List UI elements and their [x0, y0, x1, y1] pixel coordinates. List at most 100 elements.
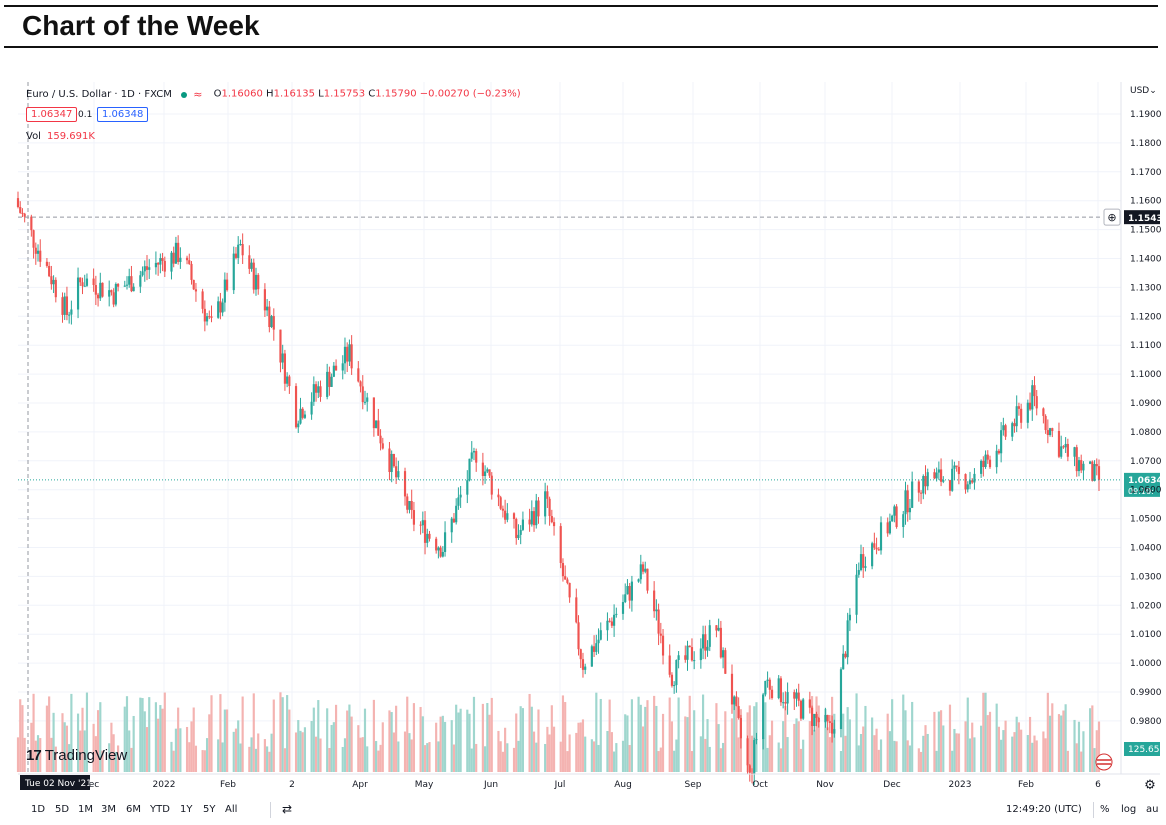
volume-bar	[848, 719, 851, 772]
volume-bar	[1026, 735, 1029, 772]
candle-body	[157, 262, 160, 265]
candle-body	[412, 510, 416, 525]
candle-body	[521, 519, 524, 530]
candle-body	[239, 244, 242, 246]
candle-body	[593, 646, 596, 652]
price-tick-label: 1.1700	[1130, 168, 1162, 178]
candle-body	[372, 397, 375, 429]
volume-bar	[877, 749, 880, 772]
range-1y-button[interactable]: 1Y	[180, 804, 193, 815]
volume-bar	[437, 741, 440, 772]
range-6m-button[interactable]: 6M	[126, 804, 141, 815]
candle-body	[515, 518, 518, 539]
watermark-text: TradingView	[44, 747, 128, 764]
candle-body	[174, 242, 178, 264]
auto-scale-button[interactable]: au	[1146, 804, 1159, 815]
currency-label: USD	[1130, 86, 1150, 96]
last-price-tag	[1124, 472, 1160, 497]
volume-bar	[1051, 703, 1054, 772]
candle-body	[223, 279, 226, 303]
candle-body	[766, 679, 769, 681]
candle-body	[655, 609, 658, 612]
volume-bar	[657, 751, 660, 772]
volume-bar	[472, 696, 476, 772]
volume-bar	[844, 735, 847, 772]
range-1m-button[interactable]: 1M	[78, 804, 93, 815]
candle-body	[408, 501, 411, 510]
candle-body	[188, 260, 191, 264]
range-ytd-button[interactable]: YTD	[150, 804, 170, 815]
range-all-button[interactable]: All	[225, 804, 238, 815]
candle-body	[437, 547, 440, 551]
candle-body	[862, 554, 865, 568]
candle-body	[581, 659, 585, 670]
countdown-label: 09:10:	[1128, 487, 1154, 496]
volume-bar	[379, 744, 382, 772]
candle-body	[782, 702, 785, 704]
volume-bar	[377, 750, 380, 772]
candle-body	[739, 717, 742, 739]
volume-bar	[1011, 736, 1014, 772]
range-3m-button[interactable]: 3M	[101, 804, 116, 815]
volume-bar	[223, 709, 226, 772]
percent-scale-button[interactable]: %	[1100, 804, 1110, 815]
candle-body	[185, 257, 189, 261]
time-tick-label: Dec	[883, 780, 900, 790]
candle-body	[935, 472, 938, 479]
log-scale-button[interactable]: log	[1121, 804, 1137, 815]
candle-body	[281, 353, 284, 363]
volume-bar	[686, 717, 689, 772]
candle-body	[1013, 423, 1016, 427]
price-tick-label: 1.1400	[1130, 255, 1162, 265]
volume-bar	[85, 692, 89, 772]
candle-body	[63, 296, 66, 315]
volume-bar	[79, 730, 82, 772]
candle-body	[779, 678, 783, 703]
candle-body	[532, 511, 536, 526]
range-5d-button[interactable]: 5D	[55, 804, 70, 815]
buy-price-button[interactable]: 1.06348	[97, 107, 149, 122]
volume-bar	[192, 707, 195, 772]
candle-body	[528, 519, 531, 525]
range-5y-button[interactable]: 5Y	[203, 804, 216, 815]
volume-bar	[893, 740, 896, 772]
volume-bar	[348, 704, 351, 772]
volume-bar	[381, 722, 384, 772]
candle-body	[839, 669, 843, 730]
us-flag-icon[interactable]	[1095, 753, 1113, 771]
volume-bar	[159, 705, 162, 772]
candle-body	[833, 729, 836, 734]
symbol-name[interactable]: Euro / U.S. Dollar · 1D · FXCM	[26, 89, 172, 100]
candle-body	[310, 401, 313, 415]
candle-body	[1020, 408, 1023, 423]
time-tick-label: Oct	[752, 780, 768, 790]
volume-bar	[1075, 743, 1078, 772]
volume-bar	[61, 713, 64, 772]
candle-body	[624, 594, 627, 603]
candle-body	[330, 376, 333, 387]
volume-bar	[690, 751, 694, 772]
volume-bar	[205, 738, 209, 772]
time-tick-label: 6	[1095, 780, 1101, 790]
sell-price-button[interactable]: 1.06347	[26, 107, 78, 122]
volume-bar	[490, 697, 493, 772]
volume-bar	[911, 701, 914, 772]
page-title: Chart of the Week	[22, 10, 260, 41]
settings-gear-icon[interactable]: ⚙	[1144, 778, 1156, 793]
price-tick-label: 1.0500	[1130, 515, 1162, 525]
candle-body	[926, 472, 929, 487]
candle-body	[797, 692, 800, 701]
utc-clock[interactable]: 12:49:20 (UTC)	[1006, 804, 1082, 815]
volume-bar	[1033, 735, 1036, 772]
title-underline	[4, 46, 1158, 48]
candle-body	[719, 627, 722, 658]
calendar-icon[interactable]: ⇄	[282, 802, 293, 816]
currency-selector[interactable]: USD⌄	[1130, 86, 1157, 96]
candle-body	[139, 275, 142, 287]
candle-body	[768, 679, 771, 690]
candle-body	[1057, 430, 1061, 457]
crosshair-price-label: 1.1543	[1128, 214, 1163, 224]
range-1d-button[interactable]: 1D	[31, 804, 46, 815]
add-alert-button[interactable]	[1103, 208, 1121, 226]
